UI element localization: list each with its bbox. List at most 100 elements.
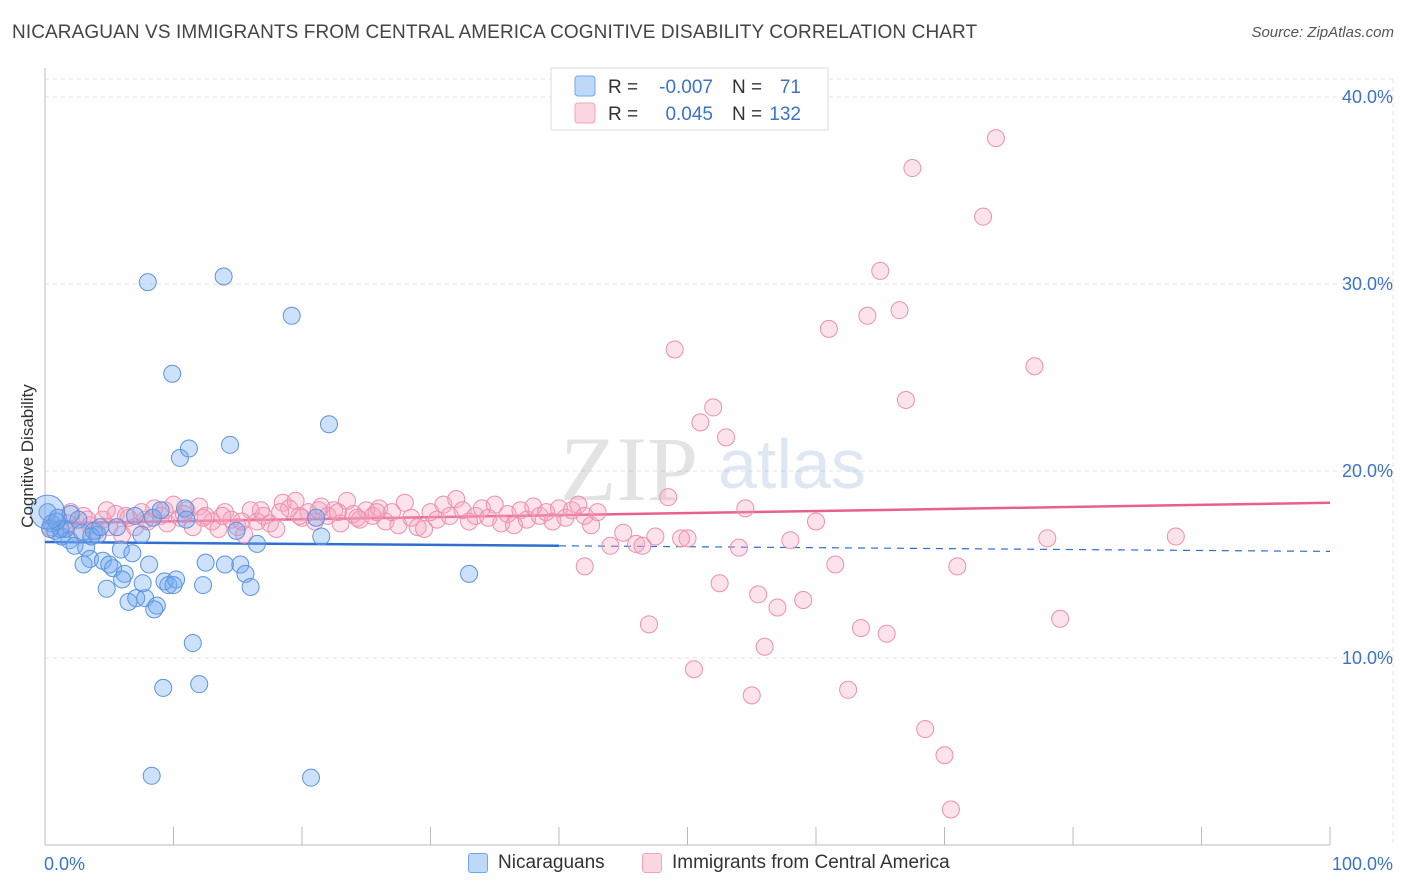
immigrant-point: [286, 491, 305, 510]
nicaraguan-point: [179, 439, 198, 458]
immigrant-point: [1166, 527, 1185, 546]
immigrant-point: [194, 508, 213, 527]
immigrant-trend-line: [44, 501, 1331, 525]
nicaraguan-point: [138, 273, 157, 292]
nicaraguan-point: [231, 555, 250, 574]
immigrant-point: [328, 503, 347, 522]
immigrant-point: [290, 506, 309, 525]
immigrant-point: [672, 529, 691, 548]
nicaraguan-point: [151, 501, 170, 520]
immigrant-point: [485, 495, 504, 514]
immigrant-point: [213, 506, 232, 525]
immigrant-point: [986, 129, 1005, 148]
immigrant-point: [736, 499, 755, 518]
trend-lines: [44, 501, 1331, 553]
x-tick-label-min: 0.0%: [44, 854, 85, 874]
nicaraguan-point: [177, 510, 196, 529]
immigrant-point: [588, 503, 607, 522]
immigrant-point: [974, 207, 993, 226]
immigrant-point: [97, 501, 116, 520]
immigrant-point: [1025, 357, 1044, 376]
stats-legend-n-value-1: 71: [780, 77, 801, 98]
nicaraguan-point: [123, 544, 142, 563]
immigrant-point: [684, 660, 703, 679]
nicaraguan-point: [307, 508, 326, 527]
nicaraguan-point: [82, 527, 101, 546]
immigrant-point: [402, 508, 421, 527]
nicaraguan-point: [91, 518, 110, 537]
stats-legend-n-label-1: N =: [732, 77, 762, 98]
immigrant-point: [819, 319, 838, 338]
immigrant-point: [742, 686, 761, 705]
source-label: Source: ZipAtlas.com: [1251, 24, 1394, 41]
nicaraguan-point: [282, 306, 301, 325]
data-points: [30, 129, 1185, 819]
immigrant-point: [232, 512, 251, 531]
immigrant-point: [271, 503, 290, 522]
immigrant-point: [639, 615, 658, 634]
nicaraguan-point: [47, 512, 66, 531]
immigrant-point: [183, 518, 202, 537]
immigrant-point: [267, 519, 286, 538]
immigrant-point: [614, 523, 633, 542]
axes: [44, 68, 1331, 846]
nicaraguan-point: [154, 678, 173, 697]
immigrant-point: [877, 624, 896, 643]
y-tick-label: 20.0%: [1342, 461, 1393, 481]
nicaraguan-point: [241, 577, 260, 596]
nicaraguan-point: [88, 525, 107, 544]
legend-swatch-blue: [468, 853, 488, 873]
immigrant-point: [395, 493, 414, 512]
immigrant-point: [136, 510, 155, 529]
stats-legend-swatch-blue: [574, 75, 596, 97]
immigrant-point: [678, 529, 697, 548]
legend-item-immigrants[interactable]: Immigrants from Central America: [642, 852, 950, 874]
legend-item-nicaraguans[interactable]: Nicaraguans: [468, 852, 605, 874]
legend-label-nicaraguans: Nicaraguans: [498, 852, 605, 873]
nicaraguan-point: [61, 505, 80, 524]
immigrant-point: [858, 306, 877, 325]
stats-legend-n-label-2: N =: [732, 104, 762, 125]
immigrant-point: [331, 514, 350, 533]
x-tick-label-max: 100.0%: [1332, 854, 1393, 874]
nicaraguan-point: [183, 634, 202, 653]
y-tick-label: 30.0%: [1342, 274, 1393, 294]
nicaraguan-point: [145, 600, 164, 619]
nicaraguan-point: [142, 766, 161, 785]
nicaraguan-point: [194, 576, 213, 595]
stats-legend-box: [550, 67, 829, 131]
immigrant-point: [633, 536, 652, 555]
immigrant-point: [348, 508, 367, 527]
immigrant-point: [646, 527, 665, 546]
nicaraguan-point: [460, 564, 479, 583]
stats-legend-r-value-1: -0.007: [659, 77, 713, 98]
immigrant-point: [382, 503, 401, 522]
nicaraguan-point: [319, 415, 338, 434]
y-axis-label: Cognitive Disability: [18, 384, 37, 528]
immigrant-point: [309, 501, 328, 520]
nicaraguan-point: [113, 570, 132, 589]
immigrant-point: [890, 301, 909, 320]
immigrant-point: [807, 512, 825, 531]
nicaraguan-point: [215, 555, 234, 574]
y-tick-label: 40.0%: [1342, 87, 1393, 107]
stats-legend-r-label-1: R =: [608, 77, 638, 98]
chart-title: NICARAGUAN VS IMMIGRANTS FROM CENTRAL AM…: [12, 22, 978, 43]
immigrant-point: [851, 619, 870, 638]
immigrant-point: [839, 680, 858, 699]
immigrant-point: [203, 512, 222, 531]
nicaraguan-trend-extension: [558, 545, 1331, 553]
immigrant-point: [251, 501, 270, 520]
immigrant-point: [710, 574, 729, 593]
immigrant-point: [582, 516, 601, 535]
immigrant-point: [569, 495, 588, 514]
immigrant-point: [729, 538, 748, 557]
y-tick-labels: 10.0% 20.0% 30.0% 40.0%: [1342, 87, 1393, 668]
immigrant-point: [896, 390, 915, 409]
nicaraguan-point: [196, 553, 215, 572]
immigrant-point: [717, 428, 736, 447]
nicaraguan-point: [312, 527, 331, 546]
series-legend: Nicaraguans Immigrants from Central Amer…: [0, 848, 1406, 880]
nicaraguan-point: [221, 435, 240, 454]
